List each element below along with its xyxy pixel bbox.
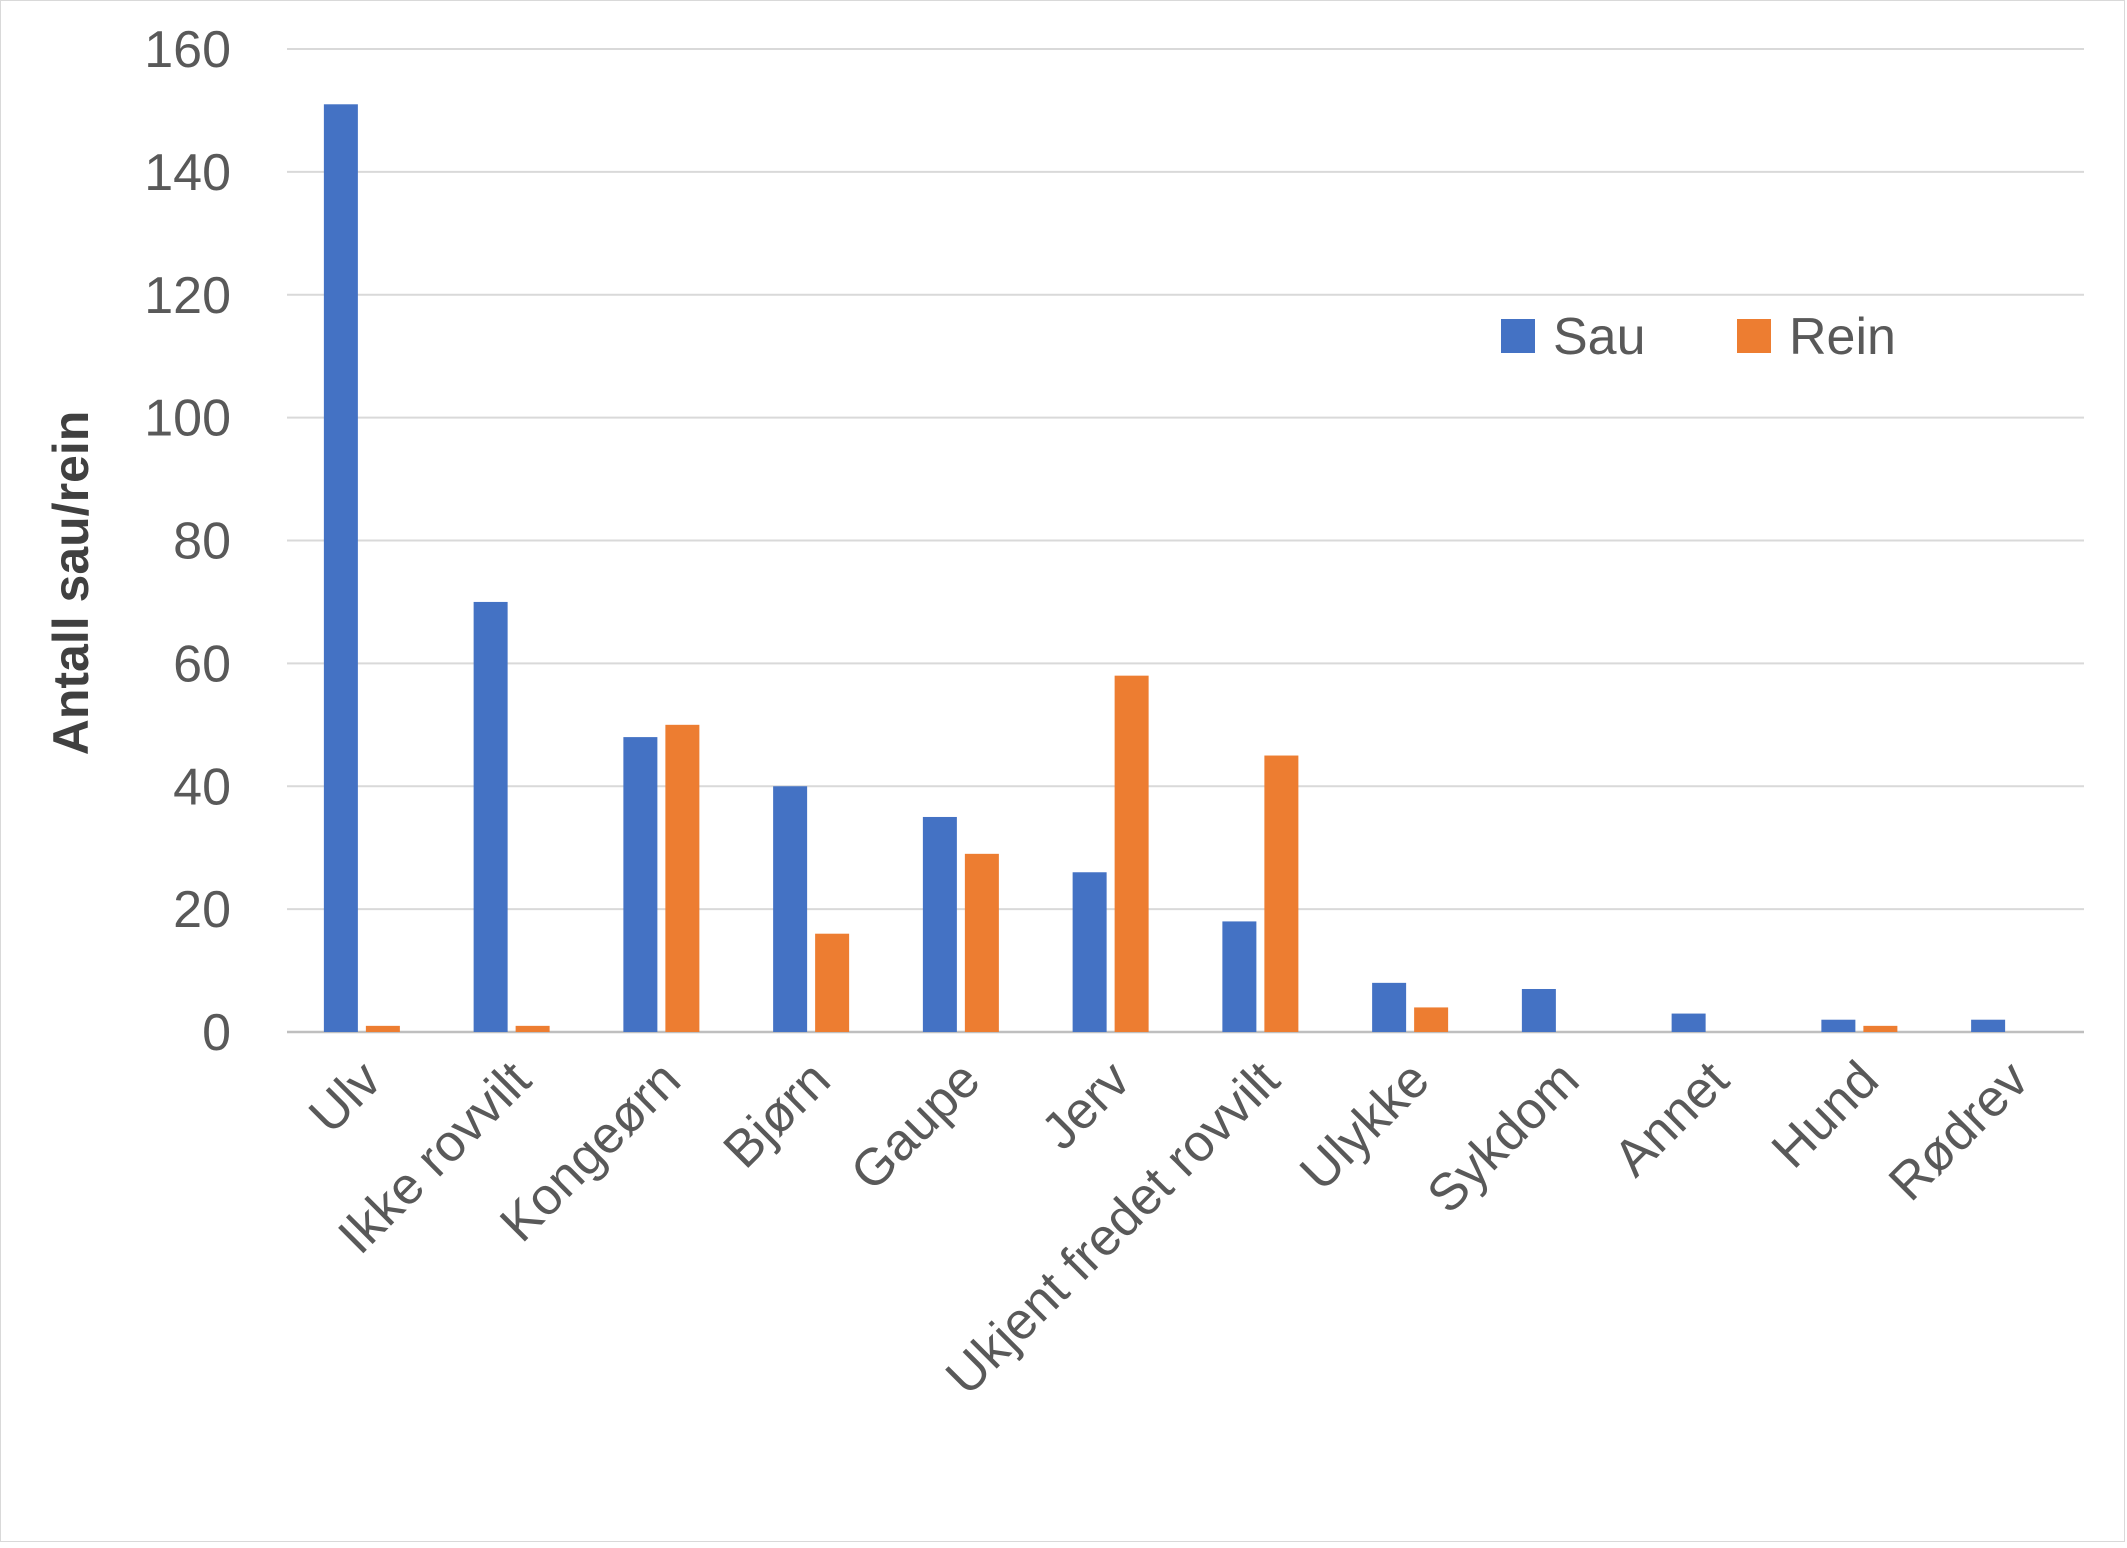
y-tick-label: 0 <box>202 1004 231 1062</box>
bar-sau <box>623 737 658 1032</box>
bar-rein <box>815 933 850 1032</box>
bar-rein <box>665 724 700 1032</box>
bar-sau <box>1521 988 1556 1032</box>
bar-rein <box>964 853 999 1032</box>
bar-sau <box>473 601 508 1032</box>
bar-sau <box>1222 921 1257 1032</box>
bar-sau <box>1971 1019 2006 1032</box>
y-axis-title: Antall sau/rein <box>43 411 99 756</box>
bar-sau <box>1821 1019 1856 1032</box>
x-category-label: Rødrev <box>1878 1050 2040 1212</box>
bars <box>323 104 2006 1032</box>
y-tick-label: 40 <box>173 758 231 816</box>
bar-sau <box>773 786 808 1032</box>
x-category-label: Hund <box>1761 1050 1890 1179</box>
x-category-label: Ulykke <box>1289 1050 1440 1201</box>
y-tick-label: 20 <box>173 881 231 939</box>
y-tick-label: 160 <box>144 21 231 79</box>
legend: Sau Rein <box>1501 308 1896 366</box>
legend-swatch-rein <box>1737 319 1771 353</box>
bar-sau <box>1072 872 1107 1032</box>
bar-rein <box>1414 1007 1449 1032</box>
x-category-label: Gaupe <box>840 1050 991 1201</box>
bar-rein <box>1264 755 1299 1032</box>
bar-sau <box>323 104 358 1032</box>
y-tick-label: 60 <box>173 635 231 693</box>
y-tick-label: 80 <box>173 513 231 571</box>
bar-rein <box>365 1025 400 1032</box>
legend-label-rein: Rein <box>1789 308 1896 366</box>
y-tick-label: 100 <box>144 390 231 448</box>
gridlines <box>287 48 2084 1034</box>
bar-sau <box>1372 982 1407 1032</box>
x-category-label: Ulv <box>298 1050 392 1144</box>
bar-sau <box>1671 1013 1706 1032</box>
bar-rein <box>1114 675 1149 1032</box>
bar-rein <box>1863 1025 1898 1032</box>
legend-label-sau: Sau <box>1553 308 1646 366</box>
x-category-label: Annet <box>1603 1050 1740 1187</box>
y-axis-ticks: 0 20 40 60 80 100 120 140 160 <box>144 21 231 1062</box>
legend-swatch-sau <box>1501 319 1535 353</box>
x-category-label: Jerv <box>1031 1050 1141 1160</box>
x-category-label: Sykdom <box>1417 1050 1591 1224</box>
bar-rein <box>515 1025 550 1032</box>
x-category-label: Bjørn <box>713 1050 842 1179</box>
y-tick-label: 120 <box>144 267 231 325</box>
y-tick-label: 140 <box>144 144 231 202</box>
bar-sau <box>922 816 957 1032</box>
